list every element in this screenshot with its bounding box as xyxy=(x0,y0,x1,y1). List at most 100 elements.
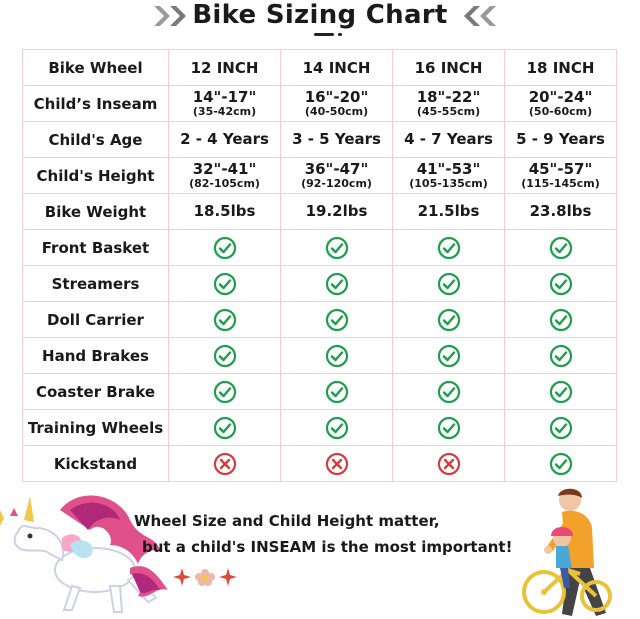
table-cell xyxy=(504,265,617,302)
table-cell xyxy=(504,301,617,338)
row-label: Child's Age xyxy=(22,121,169,158)
table-cell xyxy=(280,445,393,482)
double-chevron-left-icon xyxy=(464,6,496,26)
table-cell: 21.5lbs xyxy=(392,193,505,230)
table-cell: 5 - 9 Years xyxy=(504,121,617,158)
header-cell-wheel-size: 16 INCH xyxy=(392,49,505,86)
cell-value: 19.2lbs xyxy=(305,202,368,220)
table-cell xyxy=(168,373,281,410)
header-cell-label: Bike Wheel xyxy=(22,49,169,86)
cell-metric-value: (40-50cm) xyxy=(304,104,369,118)
table-cell xyxy=(280,265,393,302)
check-circle-icon xyxy=(437,380,460,403)
table-cell xyxy=(168,301,281,338)
table-cell xyxy=(392,373,505,410)
table-row: Child’s Inseam 14"-17" (35-42cm) 16"-20" (40… xyxy=(22,85,617,122)
cell-value: 16"-20" xyxy=(304,87,369,106)
check-circle-icon xyxy=(325,416,348,439)
table-cell xyxy=(280,301,393,338)
row-label: Kickstand xyxy=(22,445,169,482)
table-cell xyxy=(504,445,617,482)
cell-value: 23.8lbs xyxy=(529,202,592,220)
parent-child-bike-illustration xyxy=(522,488,612,616)
row-label: Front Basket xyxy=(22,229,169,266)
table-cell xyxy=(504,229,617,266)
cell-value: 32"-41" xyxy=(192,159,257,178)
table-cell: 16"-20" (40-50cm) xyxy=(280,85,393,122)
table-cell: 14"-17" (35-42cm) xyxy=(168,85,281,122)
table-row: Doll Carrier xyxy=(22,301,617,338)
cross-circle-icon xyxy=(437,452,460,475)
table-cell: 41"-53" (105-135cm) xyxy=(392,157,505,194)
row-label: Hand Brakes xyxy=(22,337,169,374)
table-cell: 45"-57" (115-145cm) xyxy=(504,157,617,194)
table-cell xyxy=(168,445,281,482)
header-cell-wheel-size: 14 INCH xyxy=(280,49,393,86)
check-circle-icon xyxy=(437,308,460,331)
check-circle-icon xyxy=(549,452,572,475)
row-label: Child's Height xyxy=(22,157,169,194)
table-cell xyxy=(504,373,617,410)
check-circle-icon xyxy=(549,344,572,367)
unicorn-illustration xyxy=(0,495,168,613)
table-cell: 2 - 4 Years xyxy=(168,121,281,158)
table-cell: 23.8lbs xyxy=(504,193,617,230)
footer-line-1: Wheel Size and Child Height matter, xyxy=(134,512,440,530)
check-circle-icon xyxy=(213,308,236,331)
table-row: Streamers xyxy=(22,265,617,302)
row-label: Bike Weight xyxy=(22,193,169,230)
cell-value: 5 - 9 Years xyxy=(516,130,605,148)
header-cell-wheel-size: 12 INCH xyxy=(168,49,281,86)
check-circle-icon xyxy=(325,236,348,259)
table-cell: 4 - 7 Years xyxy=(392,121,505,158)
check-circle-icon xyxy=(437,344,460,367)
cell-value: 4 - 7 Years xyxy=(404,130,493,148)
check-circle-icon xyxy=(549,236,572,259)
cell-metric-value: (35-42cm) xyxy=(192,104,257,118)
check-circle-icon xyxy=(325,272,348,295)
cell-metric-value: (115-145cm) xyxy=(521,176,600,190)
header: Bike Sizing Chart xyxy=(0,0,640,40)
cell-metric-value: (105-135cm) xyxy=(409,176,488,190)
flower-decoration xyxy=(173,568,237,586)
cell-value: 20"-24" xyxy=(528,87,593,106)
check-circle-icon xyxy=(325,380,348,403)
footer-line-2: but a child's INSEAM is the most importa… xyxy=(142,538,513,556)
table-cell xyxy=(168,265,281,302)
table-cell xyxy=(392,265,505,302)
table-cell xyxy=(168,229,281,266)
row-label: Coaster Brake xyxy=(22,373,169,410)
cell-value: 36"-47" xyxy=(304,159,369,178)
cell-metric-value: (92-120cm) xyxy=(301,176,372,190)
cell-metric-value: (82-105cm) xyxy=(189,176,260,190)
check-circle-icon xyxy=(325,308,348,331)
table-cell: 36"-47" (92-120cm) xyxy=(280,157,393,194)
check-circle-icon xyxy=(213,380,236,403)
table-cell: 20"-24" (50-60cm) xyxy=(504,85,617,122)
table-cell xyxy=(168,409,281,446)
row-label: Child’s Inseam xyxy=(22,85,169,122)
table-row: Training Wheels xyxy=(22,409,617,446)
title-underline xyxy=(314,33,334,36)
cell-value: 41"-53" xyxy=(416,159,481,178)
row-label: Training Wheels xyxy=(22,409,169,446)
cell-value: 21.5lbs xyxy=(417,202,480,220)
table-row: Coaster Brake xyxy=(22,373,617,410)
check-circle-icon xyxy=(325,344,348,367)
check-circle-icon xyxy=(213,344,236,367)
double-chevron-right-icon xyxy=(154,6,186,26)
header-cell-wheel-size: 18 INCH xyxy=(504,49,617,86)
table-cell: 18.5lbs xyxy=(168,193,281,230)
cell-value: 18"-22" xyxy=(416,87,481,106)
title-underline-dot xyxy=(338,33,342,36)
check-circle-icon xyxy=(549,380,572,403)
cell-value: 14"-17" xyxy=(192,87,257,106)
row-label: Streamers xyxy=(22,265,169,302)
table-row: Front Basket xyxy=(22,229,617,266)
table-cell: 3 - 5 Years xyxy=(280,121,393,158)
table-cell xyxy=(392,229,505,266)
table-cell: 18"-22" (45-55cm) xyxy=(392,85,505,122)
check-circle-icon xyxy=(213,272,236,295)
cell-metric-value: (50-60cm) xyxy=(528,104,593,118)
table-cell xyxy=(280,229,393,266)
